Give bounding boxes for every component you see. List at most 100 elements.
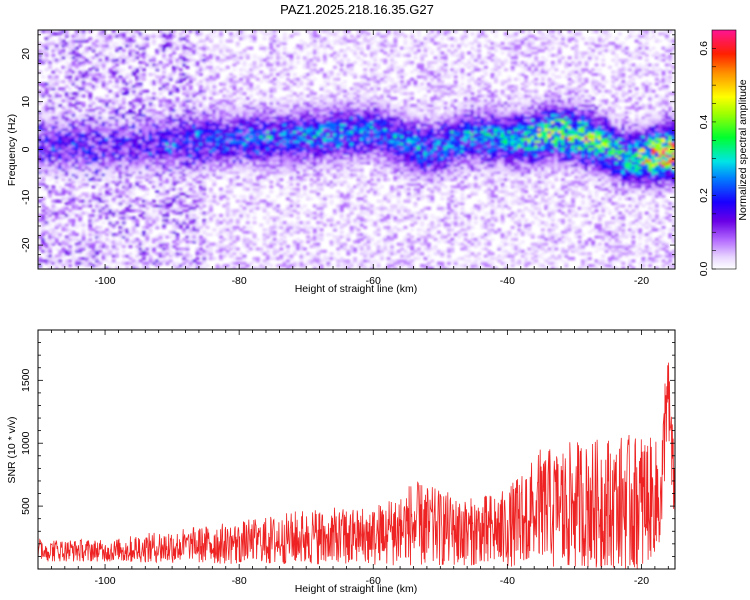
heatmap-cell bbox=[78, 94, 83, 98]
heatmap-cell bbox=[115, 77, 120, 81]
heatmap-cell bbox=[94, 130, 99, 134]
heatmap-cell bbox=[269, 185, 274, 189]
heatmap-cell bbox=[215, 120, 220, 124]
heatmap-cell bbox=[44, 53, 49, 57]
heatmap-cell bbox=[302, 211, 307, 215]
heatmap-cell bbox=[51, 142, 56, 146]
heatmap-cell bbox=[192, 159, 197, 163]
heatmap-cell bbox=[98, 242, 103, 246]
heatmap-cell bbox=[252, 240, 257, 244]
heatmap-cell bbox=[98, 173, 103, 177]
heatmap-cell bbox=[242, 180, 247, 184]
heatmap-cell bbox=[202, 163, 207, 167]
heatmap-cell bbox=[94, 137, 99, 141]
heatmap-cell bbox=[115, 113, 120, 117]
heatmap-cell bbox=[299, 166, 304, 170]
heatmap-cell bbox=[299, 132, 304, 136]
heatmap-cell bbox=[91, 233, 96, 237]
heatmap-cell bbox=[125, 240, 130, 244]
heatmap-cell bbox=[232, 171, 237, 174]
heatmap-cell bbox=[141, 171, 146, 174]
heatmap-cell bbox=[269, 73, 274, 77]
heatmap-cell bbox=[178, 154, 183, 158]
heatmap-cell bbox=[148, 259, 153, 263]
heatmap-cell bbox=[215, 166, 220, 170]
heatmap-cell bbox=[98, 106, 103, 110]
heatmap-cell bbox=[138, 204, 143, 208]
heatmap-cell bbox=[71, 199, 76, 203]
heatmap-cell bbox=[286, 144, 291, 148]
heatmap-cell bbox=[239, 154, 244, 158]
heatmap-cell bbox=[239, 30, 244, 33]
heatmap-cell bbox=[276, 111, 280, 115]
heatmap-cell bbox=[272, 30, 277, 33]
heatmap-cell bbox=[286, 113, 291, 117]
heatmap-cell bbox=[239, 137, 244, 141]
heatmap-cell bbox=[145, 252, 150, 256]
heatmap-cell bbox=[38, 214, 42, 218]
heatmap-cell bbox=[265, 135, 270, 139]
heatmap-cell bbox=[128, 65, 133, 69]
heatmap-cell bbox=[279, 211, 284, 215]
heatmap-cell bbox=[118, 190, 123, 194]
heatmap-cell bbox=[128, 39, 133, 43]
heatmap-cell bbox=[222, 156, 227, 160]
heatmap-cell bbox=[138, 163, 143, 167]
heatmap-cell bbox=[212, 92, 217, 96]
heatmap-cell bbox=[188, 204, 193, 208]
heatmap-cell bbox=[192, 46, 197, 50]
heatmap-cell bbox=[91, 242, 96, 246]
heatmap-cell bbox=[88, 249, 93, 253]
heatmap-cell bbox=[54, 159, 59, 163]
heatmap-cell bbox=[81, 123, 86, 127]
heatmap-cell bbox=[58, 125, 63, 129]
heatmap-cell bbox=[51, 137, 56, 141]
heatmap-cell bbox=[192, 264, 197, 268]
heatmap-cell bbox=[232, 142, 237, 146]
heatmap-cell bbox=[172, 154, 177, 158]
heatmap-cell bbox=[208, 247, 213, 251]
heatmap-cell bbox=[98, 135, 103, 139]
heatmap-cell bbox=[286, 180, 291, 184]
heatmap-cell bbox=[51, 159, 56, 163]
heatmap-cell bbox=[219, 156, 223, 160]
heatmap-cell bbox=[168, 149, 173, 153]
heatmap-cell bbox=[289, 113, 294, 117]
heatmap-cell bbox=[235, 106, 240, 110]
heatmap-cell bbox=[54, 254, 59, 258]
heatmap-cell bbox=[131, 30, 136, 33]
heatmap-cell bbox=[145, 96, 150, 100]
heatmap-cell bbox=[289, 254, 294, 258]
heatmap-cell bbox=[232, 225, 237, 229]
heatmap-cell bbox=[98, 34, 103, 38]
heatmap-cell bbox=[255, 156, 260, 160]
heatmap-cell bbox=[138, 197, 143, 201]
heatmap-cell bbox=[249, 206, 254, 210]
heatmap-cell bbox=[242, 123, 247, 127]
heatmap-cell bbox=[215, 111, 220, 115]
heatmap-cell bbox=[145, 89, 150, 93]
heatmap-cell bbox=[111, 214, 116, 218]
heatmap-cell bbox=[148, 223, 153, 227]
heatmap-cell bbox=[115, 82, 120, 86]
heatmap-cell bbox=[185, 168, 190, 172]
heatmap-cell bbox=[111, 113, 116, 117]
heatmap-cell bbox=[41, 163, 46, 167]
heatmap-cell bbox=[128, 82, 133, 86]
heatmap-cell bbox=[162, 171, 166, 174]
heatmap-cell bbox=[145, 139, 150, 143]
heatmap-cell bbox=[175, 142, 180, 146]
heatmap-cell bbox=[182, 44, 187, 48]
heatmap-cell bbox=[84, 39, 89, 43]
heatmap-cell bbox=[101, 199, 106, 203]
heatmap-cell bbox=[91, 111, 96, 115]
heatmap-cell bbox=[138, 132, 143, 136]
heatmap-cell bbox=[135, 168, 140, 172]
heatmap-cell bbox=[172, 130, 177, 134]
heatmap-cell bbox=[185, 111, 190, 115]
heatmap-cell bbox=[71, 175, 76, 179]
heatmap-cell bbox=[51, 108, 56, 112]
heatmap-cell bbox=[205, 77, 210, 81]
heatmap-cell bbox=[235, 34, 240, 38]
heatmap-cell bbox=[155, 264, 160, 268]
